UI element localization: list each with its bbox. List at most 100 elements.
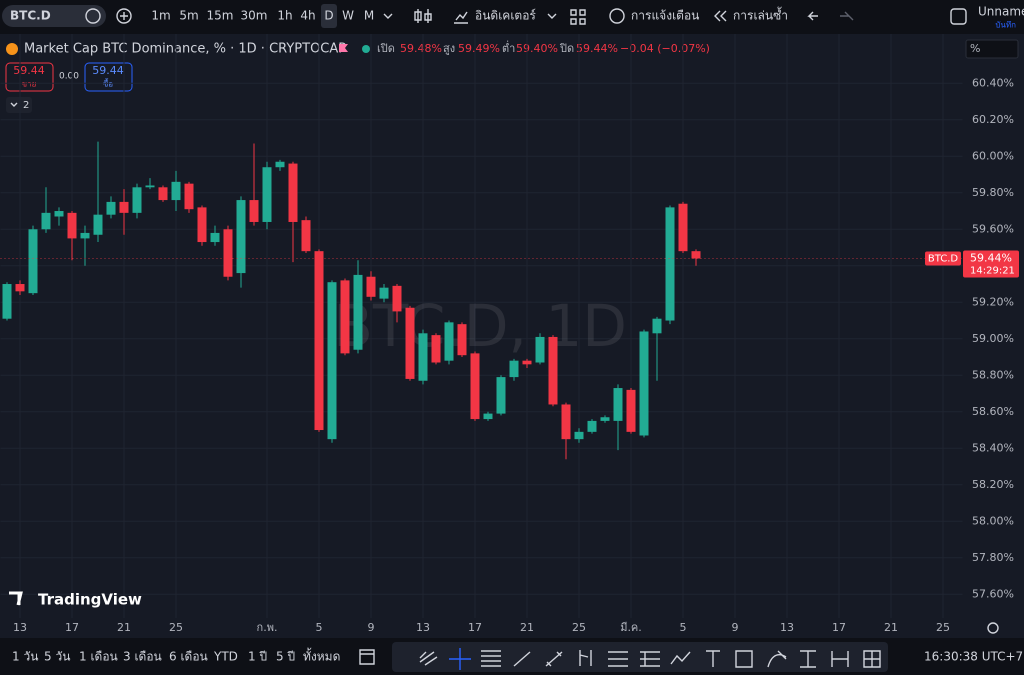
brush-tool[interactable] bbox=[767, 650, 787, 668]
x-tick-label: มี.ค. bbox=[620, 621, 642, 634]
x-tick-label: 21 bbox=[884, 621, 898, 634]
symbol-tag: BTC.D bbox=[928, 253, 959, 264]
y-tick-label: 59.20% bbox=[972, 295, 1014, 308]
text-tool[interactable] bbox=[706, 650, 720, 667]
candle-body bbox=[366, 276, 376, 297]
candle-body bbox=[158, 187, 168, 201]
range-button[interactable]: 5 วัน bbox=[44, 650, 70, 664]
tool-6[interactable] bbox=[579, 650, 592, 666]
measure-tool[interactable] bbox=[800, 650, 816, 668]
fib-tool-2[interactable] bbox=[640, 651, 660, 667]
replay-button[interactable]: การเล่นซ้ำ bbox=[733, 7, 788, 23]
candle-body bbox=[210, 232, 220, 243]
symbol-search[interactable] bbox=[2, 5, 106, 27]
compare-button[interactable] bbox=[116, 8, 132, 24]
candle-body bbox=[236, 200, 246, 274]
candle-body bbox=[145, 185, 155, 188]
y-tick-label: 60.00% bbox=[972, 149, 1014, 162]
y-tick-label: 59.00% bbox=[972, 332, 1014, 345]
indicator-toggle[interactable] bbox=[6, 97, 32, 113]
date-range-button[interactable] bbox=[359, 649, 375, 665]
account-name: Unname bbox=[978, 5, 1024, 19]
brand: TradingView bbox=[38, 591, 142, 609]
candle-body bbox=[340, 280, 350, 354]
fib-tool[interactable] bbox=[608, 651, 628, 667]
sell-button[interactable] bbox=[5, 62, 54, 92]
range-button[interactable]: 1 ปี bbox=[248, 650, 267, 664]
indicators-button[interactable]: อินดิเคเตอร์ bbox=[475, 9, 536, 23]
candle-body bbox=[496, 377, 506, 414]
interval-button[interactable]: W bbox=[342, 9, 354, 23]
interval-button[interactable]: 1h bbox=[277, 9, 292, 23]
candle-body bbox=[587, 420, 597, 432]
undo-button[interactable] bbox=[807, 11, 818, 21]
chart-type-button[interactable] bbox=[414, 9, 432, 23]
interval-button[interactable]: M bbox=[364, 9, 374, 23]
axis-unit-box[interactable] bbox=[965, 39, 1019, 59]
y-tick-label: 59.60% bbox=[972, 222, 1014, 235]
candle-body bbox=[2, 284, 12, 319]
range-button[interactable]: 1 เดือน bbox=[79, 650, 118, 664]
shape-tool[interactable] bbox=[735, 650, 753, 668]
zoom-tool[interactable] bbox=[863, 650, 881, 668]
line-tool[interactable] bbox=[513, 651, 531, 667]
range-button[interactable]: ทั้งหมด bbox=[303, 648, 340, 664]
y-tick-label: 58.60% bbox=[972, 405, 1014, 418]
candle-body bbox=[197, 207, 207, 243]
legend-close: 59.44% bbox=[576, 42, 618, 55]
x-tick-label: 13 bbox=[416, 621, 430, 634]
legend-low-label: ต่ำ bbox=[502, 40, 515, 55]
tool-1[interactable] bbox=[419, 651, 438, 666]
flag-icon bbox=[339, 44, 348, 52]
range-button[interactable]: 3 เดือน bbox=[123, 650, 162, 664]
legend-close-label: ปิด bbox=[559, 42, 574, 55]
candle-body bbox=[509, 360, 519, 378]
redo-button[interactable] bbox=[840, 11, 854, 21]
candle-body bbox=[379, 287, 389, 299]
legend-high: 59.49% bbox=[458, 42, 500, 55]
candle-body bbox=[171, 181, 181, 201]
tool-3[interactable] bbox=[481, 650, 501, 667]
interval-button[interactable]: 5m bbox=[179, 9, 198, 23]
crosshair-tool[interactable] bbox=[449, 648, 471, 670]
candle-body bbox=[600, 417, 610, 421]
buy-button[interactable] bbox=[84, 62, 133, 92]
alert-icon bbox=[609, 8, 625, 24]
interval-button[interactable]: 30m bbox=[241, 9, 268, 23]
interval-button[interactable]: 15m bbox=[207, 9, 234, 23]
candle-body bbox=[470, 353, 480, 420]
interval-button[interactable]: 4h bbox=[300, 9, 315, 23]
interval-button[interactable]: 1m bbox=[151, 9, 170, 23]
range-button[interactable]: 1 วัน bbox=[12, 650, 38, 664]
alerts-button[interactable]: การแจ้งเตือน bbox=[631, 9, 699, 23]
range-tool[interactable] bbox=[831, 651, 849, 667]
interval-dropdown[interactable] bbox=[383, 13, 393, 19]
symbol: BTC.D bbox=[10, 9, 51, 23]
interval-button[interactable]: D bbox=[324, 9, 333, 23]
market-status bbox=[362, 45, 370, 53]
legend-change: −0.04 (−0.07%) bbox=[620, 42, 710, 55]
x-tick-label: 9 bbox=[732, 621, 739, 634]
candle-body bbox=[353, 274, 363, 350]
candle-body bbox=[249, 200, 259, 222]
range-button[interactable]: YTD bbox=[213, 650, 238, 664]
indicator-count: 2 bbox=[23, 100, 29, 111]
buy-price: 59.44 bbox=[92, 64, 124, 77]
candle-body bbox=[80, 232, 90, 239]
layout-button[interactable] bbox=[570, 9, 586, 25]
sell-label: ขาย bbox=[22, 80, 37, 89]
account-checkbox[interactable] bbox=[950, 8, 967, 25]
axis-settings[interactable] bbox=[987, 622, 999, 634]
candle-body bbox=[678, 203, 688, 252]
candle-body bbox=[119, 201, 129, 213]
ray-tool[interactable] bbox=[545, 651, 563, 667]
sell-price: 59.44 bbox=[13, 64, 45, 77]
range-button[interactable]: 6 เดือน bbox=[169, 650, 208, 664]
x-tick-label: 5 bbox=[680, 621, 687, 634]
pattern-tool[interactable] bbox=[670, 651, 691, 665]
dropdown[interactable] bbox=[547, 13, 557, 19]
candle-body bbox=[132, 187, 142, 213]
candle-body bbox=[665, 207, 675, 321]
save-button[interactable]: บันทึก bbox=[995, 21, 1016, 30]
range-button[interactable]: 5 ปี bbox=[276, 650, 295, 664]
